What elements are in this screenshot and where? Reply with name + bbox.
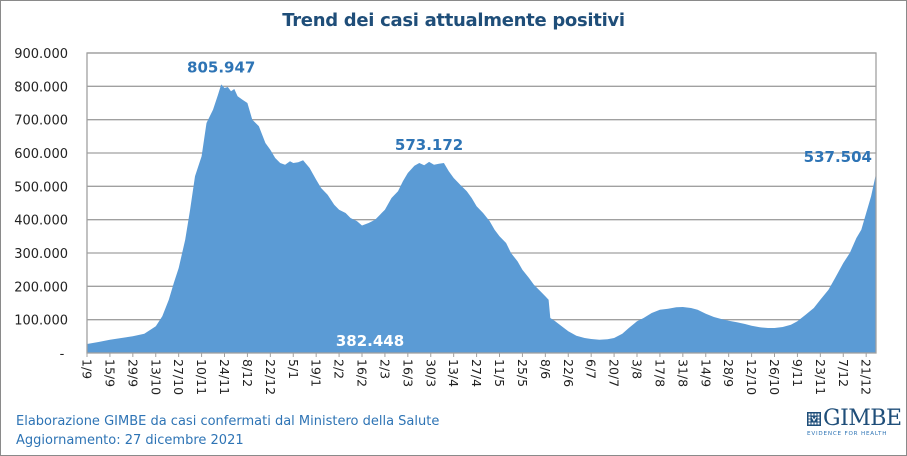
x-tick-label: 6/7 <box>584 359 599 379</box>
x-tick-label: 16/2 <box>355 359 370 387</box>
y-tick-label: 300.000 <box>14 247 68 262</box>
y-tick-label: - <box>60 347 65 362</box>
x-tick-label: 13/10 <box>148 359 163 395</box>
x-tick-label: 24/11 <box>217 359 232 395</box>
x-tick-label: 21/12 <box>859 359 874 395</box>
gimbe-logo-mark-icon <box>807 412 821 426</box>
x-tick-label: 26/10 <box>767 359 782 395</box>
y-tick-label: 200.000 <box>14 280 68 295</box>
x-tick-label: 17/8 <box>652 359 667 387</box>
x-tick-label: 14/9 <box>698 359 713 387</box>
x-tick-label: 2/2 <box>332 359 347 379</box>
x-tick-label: 23/11 <box>813 359 828 395</box>
x-tick-label: 31/8 <box>675 359 690 387</box>
x-tick-label: 1/9 <box>80 359 95 379</box>
chart-title: Trend dei casi attualmente positivi <box>282 10 625 31</box>
gimbe-logo: GIMBE EVIDENCE FOR HEALTH <box>805 406 902 440</box>
x-axis: 1/9 15/9 29/9 13/10 27/10 10/11 24/11 8/12 22/12… <box>80 352 876 395</box>
x-tick-label: 9/11 <box>790 359 805 387</box>
y-tick-label: 500.000 <box>14 180 68 195</box>
x-tick-label: 19/1 <box>309 359 324 387</box>
y-tick-label: 800.000 <box>14 80 68 95</box>
y-tick-label: 700.000 <box>14 114 68 129</box>
x-tick-label: 5/1 <box>286 359 301 379</box>
data-label: 382.448 <box>336 332 404 350</box>
y-axis: - 100.000 200.000 300.000 400.000 500.000 600.… <box>14 47 68 362</box>
data-label: 537.504 <box>804 148 872 166</box>
x-tick-label: 22/6 <box>561 359 576 387</box>
footer-update: Aggiornamento: 27 dicembre 2021 <box>16 433 244 448</box>
x-tick-label: 30/3 <box>423 359 438 387</box>
x-tick-label: 2/3 <box>377 359 392 379</box>
x-tick-label: 10/11 <box>194 359 209 395</box>
x-tick-label: 15/9 <box>102 359 117 387</box>
x-tick-label: 22/12 <box>263 359 278 395</box>
footer-source: Elaborazione GIMBE da casi confermati da… <box>16 414 440 429</box>
data-label: 805.947 <box>187 58 255 76</box>
x-tick-label: 13/4 <box>446 359 461 387</box>
x-tick-label: 11/5 <box>492 359 507 387</box>
x-tick-label: 8/6 <box>538 359 553 379</box>
logo-wordmark: GIMBE <box>823 406 902 431</box>
x-tick-label: 8/12 <box>240 359 255 387</box>
annotations: 805.947 573.172 382.448 537.504 <box>187 58 872 350</box>
y-tick-label: 600.000 <box>14 147 68 162</box>
x-tick-label: 3/8 <box>630 359 645 379</box>
x-tick-label: 28/9 <box>721 359 736 387</box>
data-label: 573.172 <box>395 136 463 154</box>
x-tick-label: 29/9 <box>125 359 140 387</box>
logo-tagline: EVIDENCE FOR HEALTH <box>807 431 888 437</box>
y-tick-label: 900.000 <box>14 47 68 62</box>
y-tick-label: 100.000 <box>14 314 68 329</box>
x-tick-label: 27/4 <box>469 359 484 387</box>
series-area <box>87 84 876 354</box>
y-tick-label: 400.000 <box>14 214 68 229</box>
x-tick-label: 20/7 <box>607 359 622 387</box>
x-tick-label: 12/10 <box>744 359 759 395</box>
x-tick-label: 7/12 <box>836 359 851 387</box>
x-tick-label: 25/5 <box>515 359 530 387</box>
x-tick-label: 27/10 <box>171 359 186 395</box>
x-tick-label: 16/3 <box>400 359 415 387</box>
